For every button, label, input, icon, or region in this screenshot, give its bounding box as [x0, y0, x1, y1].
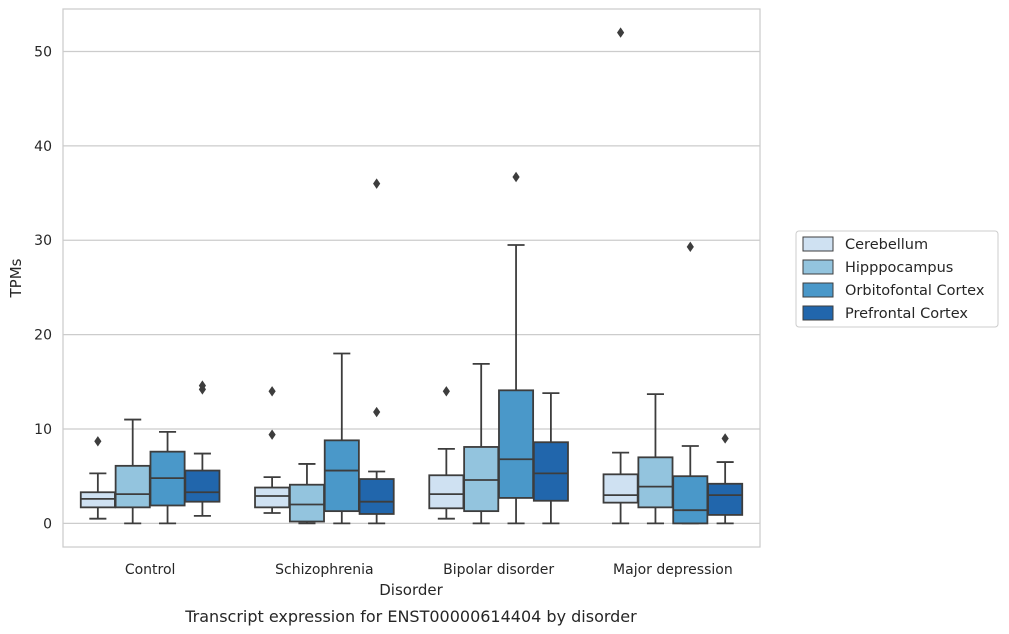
y-tick-label: 0: [43, 516, 52, 532]
legend: Cerebellum Hipppocampus Orbitofontal Corte…: [795, 230, 999, 328]
x-tick-label: Bipolar disorder: [443, 562, 554, 578]
box-2-2: [498, 171, 535, 525]
outlier-point: [442, 386, 450, 397]
outlier-point: [686, 241, 694, 253]
box-3-2: [672, 241, 709, 525]
box-1-0: [254, 386, 291, 514]
box-1-2: [323, 352, 360, 525]
x-tick-label: Major depression: [613, 562, 733, 578]
x-tick-labels: Control Schizophrenia Bipolar disorder Majo…: [125, 562, 733, 578]
outlier-point: [373, 178, 381, 189]
y-tick-label: 50: [34, 44, 52, 60]
box-2-1: [463, 362, 500, 525]
x-tick-label: Control: [125, 562, 176, 578]
legend-swatch: [802, 282, 834, 298]
box-body: [602, 473, 639, 504]
box-0-3: [184, 380, 221, 517]
y-tick-label: 10: [34, 422, 52, 438]
box-body: [672, 475, 709, 525]
box-body: [254, 486, 291, 509]
y-tick-label: 40: [34, 139, 52, 155]
outlier-point: [268, 386, 276, 397]
box-body: [707, 482, 744, 516]
legend-frame: [795, 230, 999, 328]
box-body: [498, 389, 535, 499]
box-body: [637, 456, 674, 509]
legend-item: Prefrontal Cortex: [802, 305, 968, 322]
legend-item: Hipppocampus: [802, 259, 953, 276]
box-body: [184, 469, 221, 503]
box-body: [358, 478, 395, 515]
outlier-point: [512, 171, 520, 183]
boxes-layer: [79, 27, 744, 525]
x-tick-label: Schizophrenia: [275, 562, 373, 578]
box-3-3: [707, 433, 744, 525]
x-axis-label: Disorder: [379, 581, 443, 599]
box-body: [428, 474, 465, 510]
y-axis-label: TPMs: [7, 258, 25, 298]
box-body: [288, 483, 325, 523]
box-1-3: [358, 178, 395, 525]
box-1-1: [288, 463, 325, 525]
outlier-point: [617, 27, 625, 38]
legend-swatch: [802, 236, 834, 252]
box-0-0: [79, 436, 116, 520]
legend-item: Orbitofontal Cortex: [802, 282, 985, 299]
box-0-2: [149, 430, 186, 525]
box-body: [463, 446, 500, 513]
y-tick-label: 30: [34, 233, 52, 249]
outlier-point: [198, 380, 206, 391]
y-tick-label: 20: [34, 328, 52, 344]
outlier-point: [373, 406, 381, 418]
box-body: [114, 464, 151, 509]
box-body: [532, 441, 569, 502]
legend-swatch: [802, 305, 834, 321]
outlier-point: [721, 433, 729, 444]
y-tick-labels: 0 10 20 30 40 50: [34, 44, 52, 532]
legend-item: Cerebellum: [802, 236, 928, 253]
gridlines: [63, 50, 760, 525]
box-3-0: [602, 27, 639, 525]
outlier-point: [268, 429, 276, 440]
legend-swatch: [802, 259, 834, 275]
chart-caption: Transcript expression for ENST0000061440…: [184, 607, 637, 626]
box-3-1: [637, 393, 674, 525]
plot-area-frame: [62, 8, 761, 548]
box-2-0: [428, 386, 465, 520]
box-0-1: [114, 418, 151, 525]
outlier-point: [94, 436, 102, 447]
box-body: [79, 491, 116, 509]
legend-label: Cerebellum: [845, 237, 928, 253]
box-2-3: [532, 392, 569, 525]
legend-label: Prefrontal Cortex: [845, 306, 968, 322]
box-body: [323, 439, 360, 513]
legend-label: Orbitofontal Cortex: [845, 283, 985, 299]
legend-label: Hipppocampus: [845, 260, 953, 276]
